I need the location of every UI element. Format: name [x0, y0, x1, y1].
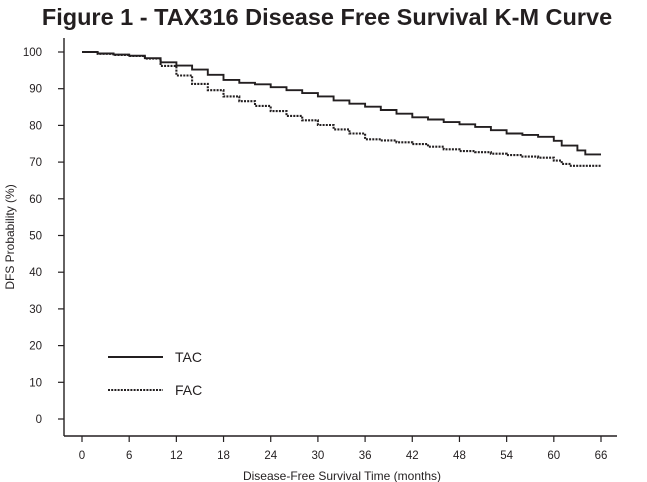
series-line-tac — [82, 51, 601, 156]
y-tick-label: 30 — [29, 304, 42, 316]
series-line-fac — [82, 50, 601, 167]
x-tick-label: 36 — [359, 450, 372, 462]
x-axis-ticks: 0 6 12 18 24 30 36 42 48 54 60 66 — [79, 436, 608, 462]
x-axis-label: Disease-Free Survival Time (months) — [243, 469, 441, 482]
y-tick-label: 70 — [29, 157, 42, 169]
x-tick-label: 18 — [217, 450, 230, 462]
plot-area — [82, 50, 601, 167]
x-tick-label: 24 — [264, 450, 277, 462]
y-axis-label: DFS Probability (%) — [3, 184, 17, 289]
y-axis-ticks: 0 10 20 30 40 50 60 70 80 90 100 — [23, 47, 64, 426]
y-tick-label: 50 — [29, 231, 42, 243]
y-tick-label: 100 — [23, 47, 42, 59]
x-tick-label: 66 — [595, 450, 608, 462]
x-tick-label: 30 — [312, 450, 325, 462]
x-tick-label: 48 — [453, 450, 466, 462]
legend-label-fac: FAC — [175, 382, 202, 398]
x-tick-label: 6 — [126, 450, 132, 462]
legend-label-tac: TAC — [175, 349, 202, 365]
y-tick-label: 20 — [29, 341, 42, 353]
chart-title: Figure 1 - TAX316 Disease Free Survival … — [42, 4, 612, 30]
y-tick-label: 60 — [29, 194, 42, 206]
x-tick-label: 42 — [406, 450, 419, 462]
x-tick-label: 12 — [170, 450, 183, 462]
x-tick-label: 54 — [500, 450, 513, 462]
y-tick-label: 80 — [29, 120, 42, 132]
y-tick-label: 90 — [29, 84, 42, 96]
y-tick-label: 0 — [36, 414, 42, 426]
x-tick-label: 0 — [79, 450, 85, 462]
legend: TAC FAC — [108, 349, 202, 398]
y-tick-label: 10 — [29, 377, 42, 389]
y-tick-label: 40 — [29, 267, 42, 279]
x-tick-label: 60 — [547, 450, 560, 462]
